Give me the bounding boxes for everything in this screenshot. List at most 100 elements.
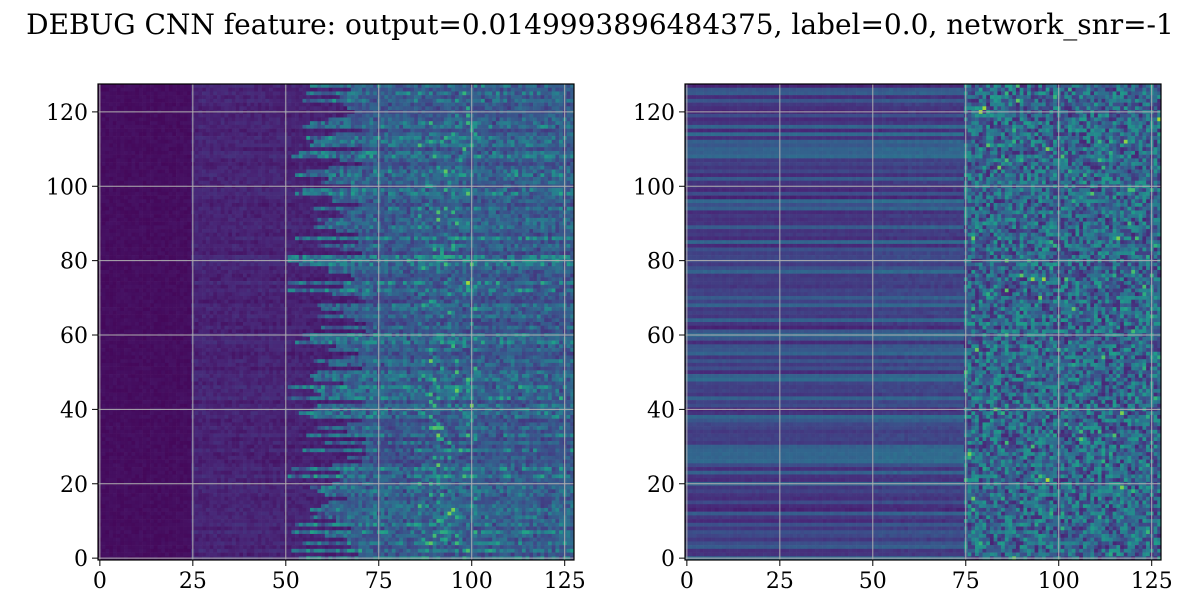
heatmap-left-cell: [425, 158, 430, 163]
heatmap-left-cell: [499, 128, 504, 133]
heatmap-left-cell: [220, 84, 225, 89]
heatmap-left-cell: [231, 158, 236, 163]
heatmap-left-cell: [101, 132, 106, 137]
heatmap-left-cell: [142, 221, 147, 226]
heatmap-left-cell: [142, 214, 147, 219]
heatmap-left-cell: [514, 132, 519, 137]
heatmap-left-cell: [172, 173, 177, 178]
heatmap-left-cell: [521, 121, 526, 126]
heatmap-left-cell: [365, 154, 370, 159]
heatmap-left-cell: [414, 158, 419, 163]
heatmap-left-cell: [391, 95, 396, 100]
heatmap-left-cell: [473, 113, 478, 118]
heatmap-left-cell: [317, 225, 322, 230]
heatmap-left-cell: [495, 113, 500, 118]
heatmap-left-cell: [209, 121, 214, 126]
heatmap-left-cell: [499, 195, 504, 200]
heatmap-left-cell: [112, 95, 117, 100]
heatmap-left-cell: [243, 139, 248, 144]
heatmap-left-cell: [213, 150, 218, 155]
heatmap-left-cell: [306, 87, 311, 92]
heatmap-left-cell: [402, 139, 407, 144]
heatmap-left-cell: [440, 106, 445, 111]
heatmap-left-cell: [395, 210, 400, 215]
heatmap-left-cell: [224, 128, 229, 133]
heatmap-left-cell: [354, 147, 359, 152]
heatmap-left-cell: [536, 139, 541, 144]
heatmap-left-cell: [298, 206, 303, 211]
heatmap-left-cell: [492, 132, 497, 137]
heatmap-left-cell: [202, 95, 207, 100]
heatmap-left-cell: [194, 206, 199, 211]
heatmap-left-cell: [477, 180, 482, 185]
heatmap-left-cell: [265, 165, 270, 170]
heatmap-left-cell: [243, 203, 248, 208]
heatmap-left-cell: [406, 162, 411, 167]
heatmap-left-cell: [243, 102, 248, 107]
heatmap-left-cell: [518, 206, 523, 211]
heatmap-left-cell: [492, 206, 497, 211]
heatmap-left-cell: [354, 87, 359, 92]
heatmap-left-cell: [261, 113, 266, 118]
heatmap-left-cell: [124, 128, 129, 133]
heatmap-left-cell: [235, 195, 240, 200]
heatmap-left-cell: [477, 98, 482, 103]
heatmap-left-cell: [250, 203, 255, 208]
heatmap-left-cell: [350, 180, 355, 185]
heatmap-left-cell: [231, 102, 236, 107]
heatmap-left-cell: [150, 139, 155, 144]
heatmap-left-cell: [321, 121, 326, 126]
heatmap-left-cell: [410, 128, 415, 133]
heatmap-left-cell: [239, 176, 244, 181]
heatmap-left-cell: [380, 136, 385, 141]
heatmap-left-cell: [432, 91, 437, 96]
heatmap-left-cell: [220, 98, 225, 103]
heatmap-left-cell: [176, 139, 181, 144]
heatmap-left-cell: [365, 143, 370, 148]
heatmap-left-cell: [280, 169, 285, 174]
heatmap-left-cell: [306, 206, 311, 211]
heatmap-left-cell: [280, 217, 285, 222]
heatmap-left-cell: [347, 191, 352, 196]
heatmap-left-cell: [395, 136, 400, 141]
heatmap-left-cell: [313, 150, 318, 155]
heatmap-left-cell: [187, 128, 192, 133]
heatmap-left-cell: [451, 117, 456, 122]
heatmap-left-cell: [217, 169, 222, 174]
heatmap-left-cell: [138, 199, 143, 204]
heatmap-left-cell: [373, 136, 378, 141]
heatmap-left-cell: [302, 217, 307, 222]
heatmap-left-cell: [202, 221, 207, 226]
heatmap-left-cell: [261, 139, 266, 144]
heatmap-left-cell: [492, 199, 497, 204]
heatmap-left-cell: [250, 210, 255, 215]
heatmap-left-cell: [551, 98, 556, 103]
heatmap-left-cell: [198, 180, 203, 185]
heatmap-left-cell: [172, 210, 177, 215]
heatmap-left-cell: [507, 154, 512, 159]
heatmap-left-cell: [354, 106, 359, 111]
heatmap-left-cell: [280, 95, 285, 100]
heatmap-left-cell: [135, 162, 140, 167]
heatmap-left-cell: [324, 180, 329, 185]
heatmap-left-cell: [295, 102, 300, 107]
heatmap-left-cell: [462, 206, 467, 211]
heatmap-left-cell: [492, 162, 497, 167]
heatmap-left-cell: [473, 199, 478, 204]
heatmap-left-cell: [328, 176, 333, 181]
heatmap-left-cell: [202, 150, 207, 155]
heatmap-left-cell: [224, 210, 229, 215]
heatmap-left-cell: [131, 98, 136, 103]
heatmap-left-cell: [138, 173, 143, 178]
heatmap-left-cell: [484, 203, 489, 208]
heatmap-left-cell: [388, 221, 393, 226]
heatmap-left-cell: [157, 203, 162, 208]
heatmap-left-cell: [503, 98, 508, 103]
heatmap-left-cell: [209, 136, 214, 141]
heatmap-left-cell: [246, 176, 251, 181]
heatmap-left-cell: [272, 102, 277, 107]
heatmap-left-cell: [514, 210, 519, 215]
heatmap-left-cell: [231, 203, 236, 208]
heatmap-left-cell: [488, 199, 493, 204]
